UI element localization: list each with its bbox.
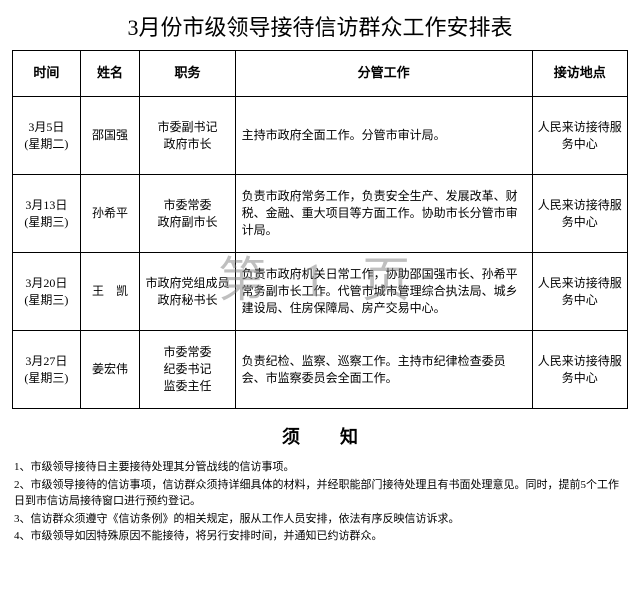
- col-location: 接访地点: [532, 51, 627, 97]
- cell-name: 邵国强: [80, 97, 139, 175]
- cell-location: 人民来访接待服务中心: [532, 175, 627, 253]
- table-header-row: 时间 姓名 职务 分管工作 接访地点: [13, 51, 628, 97]
- col-position: 职务: [140, 51, 235, 97]
- cell-duty: 负责市政府常务工作，负责安全生产、发展改革、财税、金融、重大项目等方面工作。协助…: [235, 175, 532, 253]
- col-name: 姓名: [80, 51, 139, 97]
- table-row: 3月5日(星期二)邵国强市委副书记政府市长主持市政府全面工作。分管市审计局。人民…: [13, 97, 628, 175]
- table-row: 3月20日(星期三)王 凯市政府党组成员政府秘书长负责市政府机关日常工作，协助邵…: [13, 253, 628, 331]
- table-row: 3月13日(星期三)孙希平市委常委政府副市长负责市政府常务工作，负责安全生产、发…: [13, 175, 628, 253]
- cell-location: 人民来访接待服务中心: [532, 331, 627, 409]
- document-title: 3月份市级领导接待信访群众工作安排表: [0, 0, 640, 50]
- cell-location: 人民来访接待服务中心: [532, 97, 627, 175]
- cell-position: 市委常委纪委书记监委主任: [140, 331, 235, 409]
- cell-time: 3月5日(星期二): [13, 97, 81, 175]
- col-time: 时间: [13, 51, 81, 97]
- cell-position: 市政府党组成员政府秘书长: [140, 253, 235, 331]
- cell-time: 3月20日(星期三): [13, 253, 81, 331]
- cell-position: 市委常委政府副市长: [140, 175, 235, 253]
- cell-position: 市委副书记政府市长: [140, 97, 235, 175]
- cell-time: 3月13日(星期三): [13, 175, 81, 253]
- note-item: 2、市级领导接待的信访事项，信访群众须持详细具体的材料，并经职能部门接待处理且有…: [14, 477, 626, 510]
- cell-name: 王 凯: [80, 253, 139, 331]
- notice-notes: 1、市级领导接待日主要接待处理其分管战线的信访事项。2、市级领导接待的信访事项，…: [0, 459, 640, 545]
- notice-heading: 须知: [0, 409, 640, 459]
- cell-name: 姜宏伟: [80, 331, 139, 409]
- col-duty: 分管工作: [235, 51, 532, 97]
- cell-duty: 主持市政府全面工作。分管市审计局。: [235, 97, 532, 175]
- table-row: 3月27日(星期三)姜宏伟市委常委纪委书记监委主任负责纪检、监察、巡察工作。主持…: [13, 331, 628, 409]
- cell-duty: 负责纪检、监察、巡察工作。主持市纪律检查委员会、市监察委员会全面工作。: [235, 331, 532, 409]
- cell-location: 人民来访接待服务中心: [532, 253, 627, 331]
- schedule-table: 时间 姓名 职务 分管工作 接访地点 3月5日(星期二)邵国强市委副书记政府市长…: [12, 50, 628, 409]
- note-item: 3、信访群众须遵守《信访条例》的相关规定，服从工作人员安排，依法有序反映信访诉求…: [14, 511, 626, 528]
- note-item: 4、市级领导如因特殊原因不能接待，将另行安排时间，并通知已约访群众。: [14, 528, 626, 545]
- cell-duty: 负责市政府机关日常工作，协助邵国强市长、孙希平常务副市长工作。代管市城市管理综合…: [235, 253, 532, 331]
- cell-name: 孙希平: [80, 175, 139, 253]
- note-item: 1、市级领导接待日主要接待处理其分管战线的信访事项。: [14, 459, 626, 476]
- cell-time: 3月27日(星期三): [13, 331, 81, 409]
